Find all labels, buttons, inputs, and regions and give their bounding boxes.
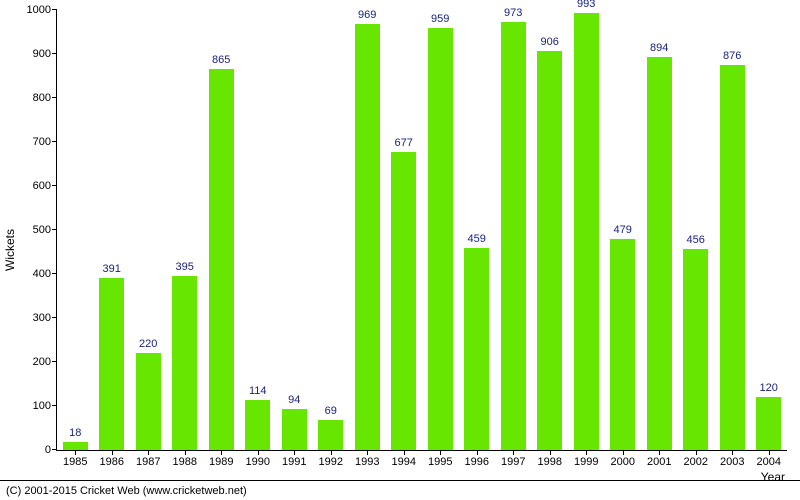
bar-value-label: 18 bbox=[69, 427, 81, 442]
bar-value-label: 969 bbox=[358, 9, 376, 24]
y-tick-label: 500 bbox=[33, 224, 57, 236]
bar-value-label: 876 bbox=[723, 50, 741, 65]
bar: 993 bbox=[574, 13, 599, 450]
bar-value-label: 120 bbox=[760, 382, 778, 397]
bar: 894 bbox=[647, 57, 672, 450]
y-tick-label: 200 bbox=[33, 356, 57, 368]
copyright-footer: (C) 2001-2015 Cricket Web (www.cricketwe… bbox=[0, 480, 800, 500]
bar-value-label: 479 bbox=[614, 224, 632, 239]
bar: 677 bbox=[391, 152, 416, 450]
y-tick-label: 0 bbox=[45, 444, 57, 456]
bar: 973 bbox=[501, 22, 526, 450]
y-tick-label: 800 bbox=[33, 92, 57, 104]
chart-container: Wickets 18 391 220 395 865 114 94 69 969 677 959 45… bbox=[0, 0, 800, 500]
bar-value-label: 395 bbox=[176, 261, 194, 276]
bar-value-label: 69 bbox=[325, 405, 337, 420]
bar: 959 bbox=[428, 28, 453, 450]
bar-value-label: 459 bbox=[468, 233, 486, 248]
bar: 456 bbox=[683, 249, 708, 450]
bar: 479 bbox=[610, 239, 635, 450]
bar: 69 bbox=[318, 420, 343, 450]
bar-value-label: 973 bbox=[504, 7, 522, 22]
bar: 114 bbox=[245, 400, 270, 450]
bar: 876 bbox=[720, 65, 745, 450]
bar-value-label: 993 bbox=[577, 0, 595, 13]
bar: 391 bbox=[99, 278, 124, 450]
y-axis-title: Wickets bbox=[3, 229, 17, 271]
y-tick-label: 600 bbox=[33, 180, 57, 192]
bar-value-label: 906 bbox=[541, 36, 559, 51]
bar: 395 bbox=[172, 276, 197, 450]
bar-value-label: 391 bbox=[103, 263, 121, 278]
bar-value-label: 865 bbox=[212, 54, 230, 69]
bar-value-label: 677 bbox=[395, 137, 413, 152]
bar: 906 bbox=[537, 51, 562, 450]
bar: 969 bbox=[355, 24, 380, 450]
bar-value-label: 456 bbox=[687, 234, 705, 249]
bar: 459 bbox=[464, 248, 489, 450]
bar: 18 bbox=[63, 442, 88, 450]
bar-value-label: 114 bbox=[249, 385, 267, 400]
bar-value-label: 94 bbox=[288, 394, 300, 409]
y-tick-label: 700 bbox=[33, 136, 57, 148]
plot-area: 1839122039586511494699696779594599739069… bbox=[56, 10, 787, 451]
y-tick-label: 900 bbox=[33, 48, 57, 60]
bar-value-label: 220 bbox=[139, 338, 157, 353]
bar-value-label: 959 bbox=[431, 13, 449, 28]
bar-value-label: 894 bbox=[650, 42, 668, 57]
bar: 865 bbox=[209, 69, 234, 450]
y-tick-label: 100 bbox=[33, 400, 57, 412]
bars-layer: 1839122039586511494699696779594599739069… bbox=[57, 10, 787, 450]
bar: 94 bbox=[282, 409, 307, 450]
bar: 220 bbox=[136, 353, 161, 450]
y-tick-label: 1000 bbox=[27, 4, 57, 16]
y-tick-label: 300 bbox=[33, 312, 57, 324]
bar: 120 bbox=[756, 397, 781, 450]
y-tick-label: 400 bbox=[33, 268, 57, 280]
